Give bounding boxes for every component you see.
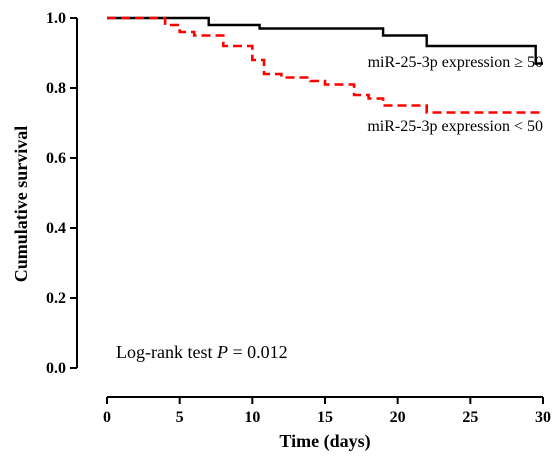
x-tick-label: 25 — [462, 409, 478, 426]
annotation-p: P — [216, 342, 228, 362]
y-tick-label: 0.0 — [46, 360, 66, 377]
x-axis-title: Time (days) — [279, 431, 370, 452]
axes: 0.0 0.2 0.4 0.6 0.8 1.0 0 5 10 15 20 25 30 — [46, 10, 551, 426]
series-line-high — [107, 16, 543, 65]
y-tick-label: 1.0 — [46, 10, 66, 27]
series-layer — [107, 16, 543, 114]
annotation-suffix: = 0.012 — [228, 342, 288, 362]
x-tick-label: 0 — [103, 409, 111, 426]
y-tick-label: 0.4 — [46, 220, 66, 237]
y-tick-label: 0.6 — [46, 150, 66, 167]
log-rank-annotation: Log-rank test P = 0.012 — [116, 342, 288, 362]
x-tick-label: 5 — [176, 409, 184, 426]
x-tick-label: 20 — [390, 409, 406, 426]
x-tick-label: 10 — [244, 409, 260, 426]
x-tick-label: 15 — [317, 409, 333, 426]
series-line-low — [107, 16, 543, 114]
y-tick-label: 0.2 — [46, 290, 66, 307]
series-label-low: miR-25-3p expression < 50 — [367, 118, 543, 135]
x-tick-label: 30 — [535, 409, 551, 426]
y-axis-title: Cumulative survival — [11, 126, 31, 283]
annotation-prefix: Log-rank test — [116, 342, 217, 362]
series-label-high: miR-25-3p expression ≥ 50 — [368, 54, 543, 71]
y-tick-label: 0.8 — [46, 80, 66, 97]
